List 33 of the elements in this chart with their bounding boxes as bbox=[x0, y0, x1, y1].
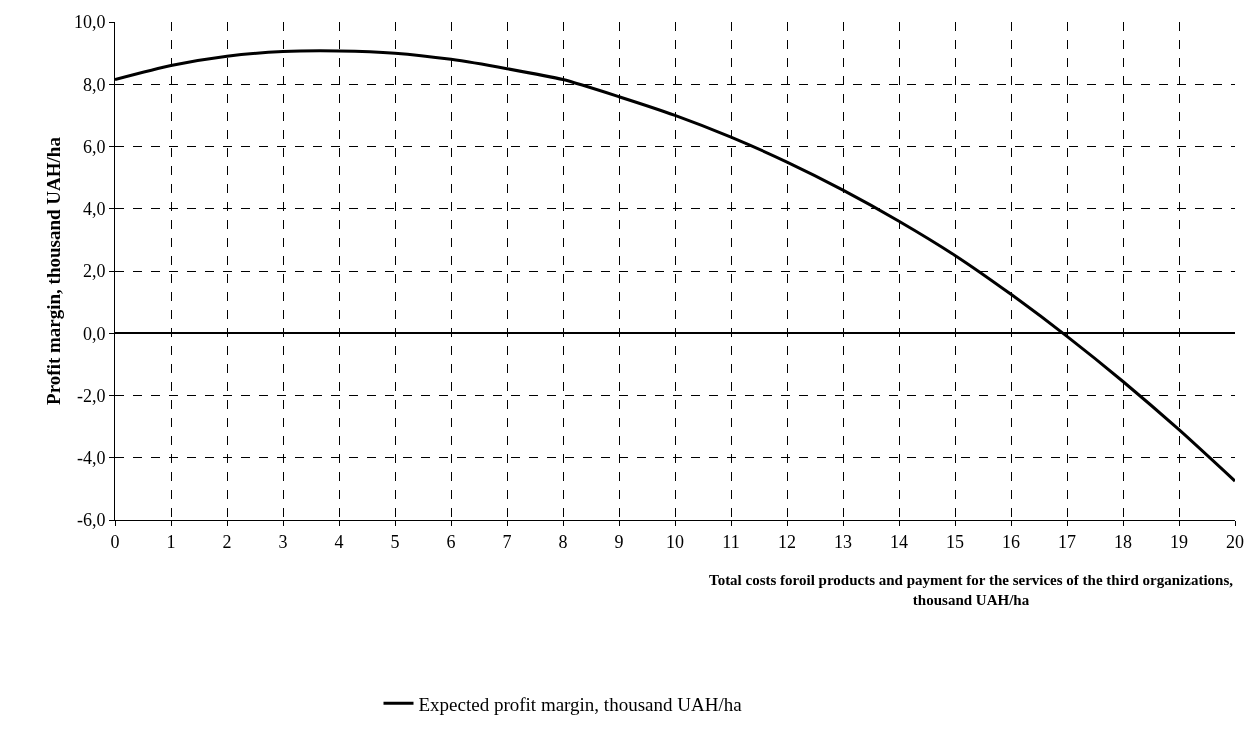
x-tick-label: 15 bbox=[946, 531, 964, 552]
x-tick-label: 13 bbox=[834, 531, 852, 552]
x-tick-label: 14 bbox=[890, 531, 908, 552]
x-tick-label: 9 bbox=[614, 531, 624, 552]
x-tick-label: 0 bbox=[110, 531, 120, 552]
x-tick-label: 20 bbox=[1226, 531, 1244, 552]
y-tick-label: 4,0 bbox=[82, 199, 106, 220]
x-tick-label: 18 bbox=[1114, 531, 1132, 552]
x-tick-label: 7 bbox=[502, 531, 512, 552]
x-tick-label: 3 bbox=[278, 531, 288, 552]
y-tick-label: -2,0 bbox=[76, 385, 106, 406]
legend-label: Expected profit margin, thousand UAH/ha bbox=[418, 693, 743, 715]
x-tick-label: 19 bbox=[1170, 531, 1188, 552]
y-tick-label: 2,0 bbox=[82, 261, 106, 282]
y-tick-label: -6,0 bbox=[76, 510, 106, 531]
y-tick-label: -4,0 bbox=[76, 448, 106, 469]
x-tick-label: 6 bbox=[446, 531, 456, 552]
x-tick-label: 10 bbox=[666, 531, 684, 552]
x-tick-label: 16 bbox=[1002, 531, 1020, 552]
x-axis-title: Total costs foroil products and payment for the services of the third organizations, thousand UAH/ha bbox=[709, 572, 1234, 608]
y-tick-label: 6,0 bbox=[82, 136, 106, 157]
x-tick-label: 5 bbox=[390, 531, 400, 552]
y-axis-title: Profit margin, thousand UAH/ha bbox=[42, 136, 64, 405]
y-tick-label: 8,0 bbox=[82, 74, 106, 95]
x-tick-label: 12 bbox=[778, 531, 796, 552]
x-tick-label: 1 bbox=[166, 531, 176, 552]
x-tick-label: 11 bbox=[722, 531, 740, 552]
x-tick-label: 4 bbox=[334, 531, 344, 552]
x-tick-label: 17 bbox=[1058, 531, 1076, 552]
x-tick-label: 2 bbox=[222, 531, 232, 552]
y-tick-label: 10,0 bbox=[73, 12, 106, 33]
y-tick-label: 0,0 bbox=[82, 323, 106, 344]
x-tick-label: 8 bbox=[558, 531, 568, 552]
